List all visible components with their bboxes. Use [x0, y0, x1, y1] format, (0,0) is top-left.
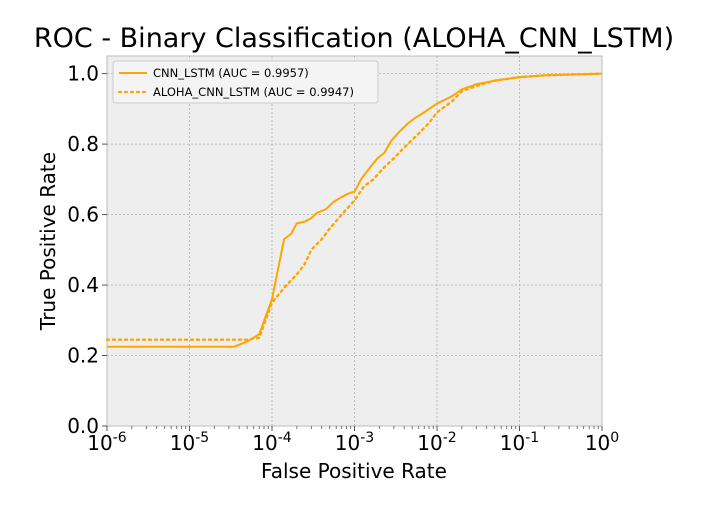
- series-line-aloha-cnn-lstm: [105, 72, 604, 341]
- y-tick-label: 0.2: [67, 344, 99, 368]
- x-tick-label: 10-2: [417, 430, 456, 455]
- x-tick-label: 10-5: [170, 430, 209, 455]
- x-tick-exponent: -6: [113, 430, 127, 446]
- y-tick-label: 1.0: [67, 62, 99, 86]
- x-tick-base: 10: [500, 431, 525, 455]
- chart-title: ROC - Binary Classification (ALOHA_CNN_L…: [34, 23, 674, 54]
- grid-lines: [102, 56, 603, 431]
- x-tick-exponent: 0: [610, 430, 619, 446]
- x-minor-ticks: [131, 426, 599, 429]
- x-tick-exponent: -5: [195, 430, 209, 446]
- x-tick-label: 10-3: [335, 430, 374, 455]
- y-tick-label: 0.4: [67, 273, 99, 297]
- y-tick-label: 0.0: [67, 414, 99, 438]
- series-line-cnn-lstm: [107, 72, 603, 348]
- x-axis-label: False Positive Rate: [261, 459, 447, 483]
- legend-box: [112, 60, 379, 104]
- x-tick-base: 10: [417, 431, 442, 455]
- y-tick-label: 0.8: [67, 132, 99, 156]
- x-tick-base: 10: [170, 431, 195, 455]
- x-tick-base: 10: [87, 431, 112, 455]
- x-tick-exponent: -3: [360, 430, 374, 446]
- x-tick-exponent: -4: [278, 430, 292, 446]
- legend: CNN_LSTM (AUC = 0.9957) ALOHA_CNN_LSTM (…: [112, 60, 379, 104]
- legend-label-cnn-lstm: CNN_LSTM (AUC = 0.9957): [153, 66, 309, 80]
- x-tick-base: 10: [585, 431, 610, 455]
- y-axis-label: True Positive Rate: [36, 152, 60, 331]
- x-tick-exponent: -1: [525, 430, 539, 446]
- x-tick-label: 10-6: [87, 430, 127, 455]
- x-tick-label: 10-1: [500, 430, 539, 455]
- y-tick-labels: 0.0 0.2 0.4 0.6 0.8 1.0: [67, 62, 99, 438]
- x-tick-label: 100: [585, 430, 619, 455]
- x-tick-labels: 10-6 10-5 10-4 10-3 10-2 10-1 100: [87, 430, 619, 455]
- x-tick-exponent: -2: [443, 430, 457, 446]
- x-tick-label: 10-4: [252, 430, 292, 455]
- x-tick-base: 10: [252, 431, 277, 455]
- y-tick-label: 0.6: [67, 203, 99, 227]
- series-lines: [105, 72, 604, 348]
- legend-label-aloha-cnn-lstm: ALOHA_CNN_LSTM (AUC = 0.9947): [153, 85, 354, 99]
- x-tick-base: 10: [335, 431, 360, 455]
